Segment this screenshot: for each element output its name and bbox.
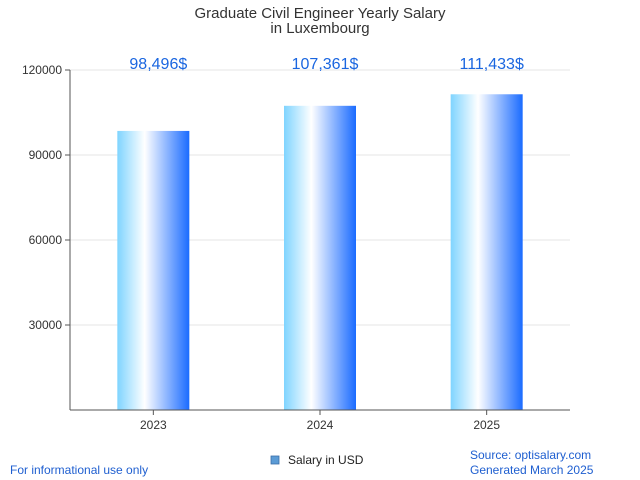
chart-title-line-2: in Luxembourg: [270, 20, 369, 37]
x-tick-label-2024: 2024: [307, 418, 334, 432]
y-axis-ticks: 30000 60000 90000 120000: [22, 63, 70, 332]
bar-2025[interactable]: [450, 94, 523, 410]
bars: [117, 94, 523, 411]
data-label-2025: 111,433$: [459, 56, 523, 73]
y-tick-label: 90000: [29, 148, 63, 162]
bar-2024[interactable]: [284, 105, 356, 411]
footer-source: Source: optisalary.com: [470, 448, 591, 462]
x-axis-ticks: 2023 2024 2025: [140, 410, 500, 432]
y-tick-label: 30000: [29, 318, 63, 332]
legend-swatch: [270, 455, 280, 465]
legend-label: Salary in USD: [288, 453, 364, 467]
chart-title-line-1: Graduate Civil Engineer Yearly Salary: [195, 5, 446, 22]
bar-2023[interactable]: [117, 130, 190, 411]
data-label-2023: 98,496$: [129, 56, 187, 73]
y-tick-label: 120000: [22, 63, 62, 77]
y-tick-label: 60000: [29, 233, 63, 247]
x-tick-label-2025: 2025: [473, 418, 500, 432]
data-label-2024: 107,361$: [292, 56, 359, 73]
footer-disclaimer: For informational use only: [10, 463, 148, 477]
x-tick-label-2023: 2023: [140, 418, 167, 432]
data-labels: 98,496$ 107,361$ 111,433$: [129, 56, 524, 73]
footer-generated: Generated March 2025: [470, 463, 594, 477]
legend[interactable]: Salary in USD: [270, 453, 364, 467]
